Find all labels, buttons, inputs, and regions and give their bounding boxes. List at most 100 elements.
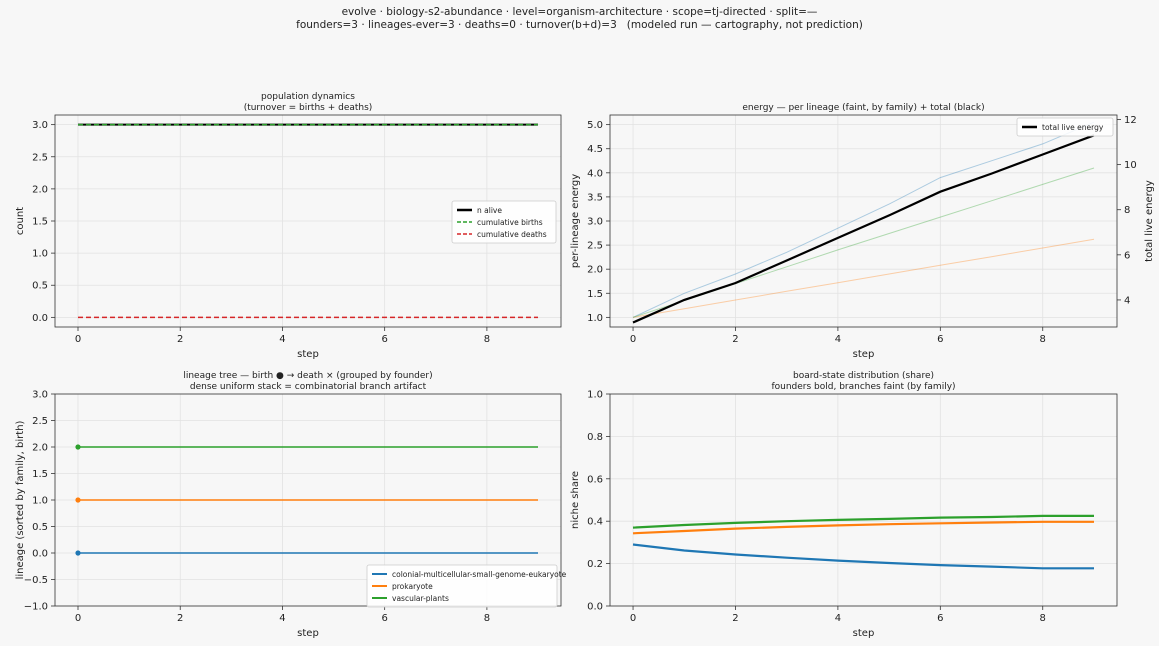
chart-panel-4: 0 2 4 6 8 0.0 0.2 0.4 0.6 0.8 1.0 step niche share bo… <box>570 371 1118 639</box>
y-axis-label: count <box>15 207 26 235</box>
y-tick-label: 2.0 <box>32 443 48 454</box>
legend-entry: prokaryote <box>392 582 433 591</box>
x-axis-label: step <box>853 628 875 639</box>
legend-box <box>1016 117 1114 137</box>
lineage-energy-line <box>632 121 1095 318</box>
y-tick-label: 0.6 <box>587 474 603 485</box>
y-tick-label: 3.0 <box>587 217 603 228</box>
share-line-colonial-multicellular-small-genome-eukaryote <box>632 543 1094 570</box>
y-tick-label: 2.5 <box>32 416 48 427</box>
suptitle-line-2: founders=3 · lineages-ever=3 · deaths=0 … <box>296 19 863 31</box>
y-tick-label: 0.5 <box>32 281 48 292</box>
y-tick-label: 2.5 <box>32 152 48 163</box>
y-tick-label: 3.0 <box>32 120 48 131</box>
axes-frame <box>609 393 1118 607</box>
lineage-birth-marker <box>75 444 81 450</box>
y2-tick-label: 6 <box>1124 250 1130 261</box>
y-tick-label: 2.5 <box>587 241 603 252</box>
x-tick-label: 8 <box>484 334 490 345</box>
x-tick-label: 8 <box>484 613 490 624</box>
y-tick-label: 3.0 <box>32 390 48 401</box>
x-tick-label: 2 <box>732 334 738 345</box>
legend-entry: total live energy <box>1042 123 1104 132</box>
x-tick-label: 4 <box>279 334 285 345</box>
y2-axis-label: total live energy <box>1144 180 1155 262</box>
y-tick-label: −0.5 <box>24 575 48 586</box>
y2-tick-label: 10 <box>1124 160 1137 171</box>
chart-title-line: (turnover = births + deaths) <box>244 103 373 113</box>
axes-frame <box>54 114 562 328</box>
suptitle-line-1: evolve · biology-s2-abundance · level=or… <box>341 6 818 18</box>
share-line-prokaryote <box>632 520 1094 535</box>
y-axis-label: per-lineage energy <box>570 174 581 268</box>
legend-entry: colonial-multicellular-small-genome-euka… <box>392 570 567 579</box>
x-axis-label: step <box>297 349 319 360</box>
y-tick-label: 4.0 <box>587 168 603 179</box>
share-line-vascular-plants <box>632 514 1094 529</box>
x-tick-label: 6 <box>381 334 387 345</box>
x-tick-label: 0 <box>630 334 636 345</box>
legend-entry: vascular-plants <box>392 594 449 603</box>
y-tick-label: 4.5 <box>587 144 603 155</box>
x-tick-label: 8 <box>1040 334 1046 345</box>
chart-title-line: dense uniform stack = combinatorial bran… <box>190 382 427 392</box>
axes-frame <box>54 393 562 607</box>
y-axis-label: lineage (sorted by family, birth) <box>15 420 26 579</box>
total-energy-line <box>632 134 1095 324</box>
y-tick-label: 5.0 <box>587 120 603 131</box>
x-tick-label: 0 <box>75 613 81 624</box>
chart-title-line: population dynamics <box>261 92 355 102</box>
y-tick-label: 3.5 <box>587 192 603 203</box>
y-tick-label: 0.5 <box>32 522 48 533</box>
chart-title-line: founders bold, branches faint (by family… <box>771 382 955 392</box>
x-tick-label: 2 <box>732 613 738 624</box>
y-tick-label: 0.0 <box>32 313 48 324</box>
plot-area <box>610 394 1117 606</box>
x-tick-label: 4 <box>279 613 285 624</box>
y-tick-label: 0.2 <box>587 559 603 570</box>
y-tick-label: 1.5 <box>32 469 48 480</box>
x-tick-label: 2 <box>177 334 183 345</box>
y-tick-label: 0.0 <box>32 549 48 560</box>
x-axis-label: step <box>297 628 319 639</box>
y-tick-label: 2.0 <box>32 184 48 195</box>
y2-tick-label: 8 <box>1124 205 1130 216</box>
y-tick-label: 1.5 <box>587 289 603 300</box>
y-tick-label: 1.5 <box>32 217 48 228</box>
lineage-birth-marker <box>75 550 81 556</box>
y-tick-label: 1.0 <box>32 249 48 260</box>
legend-box <box>366 564 558 608</box>
y2-tick-label: 4 <box>1124 295 1130 306</box>
y-tick-label: 1.0 <box>587 313 603 324</box>
figure-suptitle: evolve · biology-s2-abundance · level=or… <box>0 6 1159 32</box>
x-tick-label: 0 <box>630 613 636 624</box>
x-tick-label: 8 <box>1040 613 1046 624</box>
y-tick-label: 2.0 <box>587 265 603 276</box>
x-tick-label: 6 <box>381 613 387 624</box>
legend-entry: cumulative births <box>477 218 543 227</box>
legend-box <box>451 200 557 244</box>
chart-title-line: board-state distribution (share) <box>793 371 934 381</box>
y-tick-label: 1.0 <box>32 496 48 507</box>
x-tick-label: 0 <box>75 334 81 345</box>
chart-panel-3: 0 2 4 6 8 −1.0 −0.5 0.0 0.5 1.0 1.5 2.0 2.5 3.0 step li… <box>15 371 567 639</box>
x-tick-label: 6 <box>937 613 943 624</box>
y-tick-label: 1.0 <box>587 390 603 401</box>
y-tick-label: −1.0 <box>24 602 48 613</box>
chart-title-line: energy — per lineage (faint, by family) … <box>742 103 984 113</box>
x-tick-label: 4 <box>835 613 841 624</box>
x-tick-label: 2 <box>177 613 183 624</box>
chart-title-line: lineage tree — birth ● → death × (groupe… <box>183 371 432 381</box>
chart-panel-2: 0 2 4 6 8 1.0 1.5 2.0 2.5 3.0 3.5 4.0 4.5 5.0 step per-… <box>570 103 1155 360</box>
y-tick-label: 0.4 <box>587 517 603 528</box>
y-tick-label: 0.0 <box>587 602 603 613</box>
lineage-energy-line <box>632 238 1095 318</box>
x-axis-label: step <box>853 349 875 360</box>
chart-panel-1: 0 2 4 6 8 0.0 0.5 1.0 1.5 2.0 2.5 3.0 step count popul… <box>15 92 562 360</box>
lineage-birth-marker <box>75 497 81 503</box>
axes-frame <box>609 114 1118 328</box>
y-tick-label: 0.8 <box>587 432 603 443</box>
x-tick-label: 6 <box>937 334 943 345</box>
y-axis-label: niche share <box>570 471 581 529</box>
